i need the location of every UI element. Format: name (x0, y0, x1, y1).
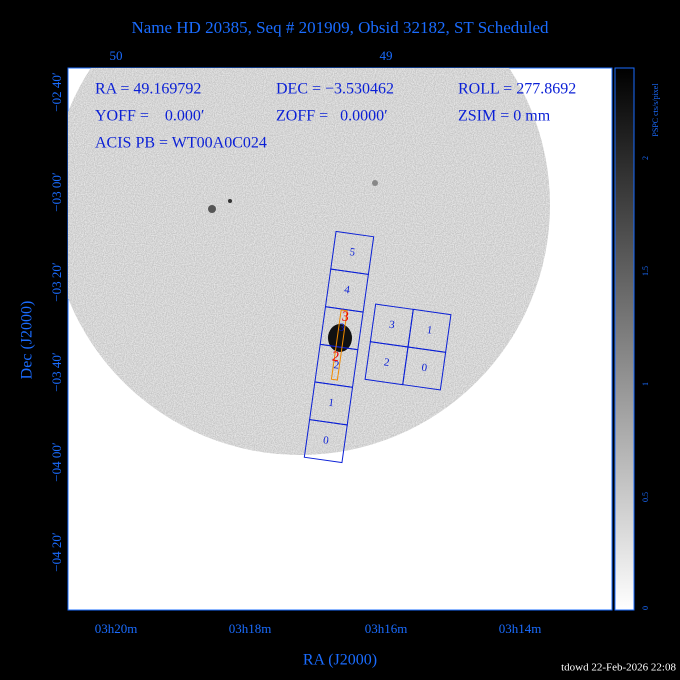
x-tick-label: 03h14m (499, 621, 542, 636)
sky-image (68, 68, 550, 455)
info-text: ROLL = 277.8692 (458, 81, 576, 98)
x-tick-label: 03h20m (95, 621, 138, 636)
colorbar-tick-label: 2 (641, 156, 650, 160)
acis-array: 3 1 2 0 (364, 303, 452, 391)
chip (303, 419, 348, 464)
chip-label: 3 (388, 319, 396, 332)
source (208, 205, 216, 213)
info-text: RA = 49.169792 (95, 81, 201, 98)
colorbar-tick-label: 0 (641, 606, 650, 610)
top-tick-label: 50 (110, 48, 123, 63)
info-text: ZOFF = 0.0000′ (276, 108, 388, 125)
y-tick-label: −02 40′ (49, 72, 64, 112)
colorbar-title: PSPC cts/s/pixel (651, 83, 660, 137)
acis-strip: 5 4 3 2 1 0 3 2 (303, 230, 375, 464)
chip-label: 0 (421, 362, 429, 375)
colorbar (614, 67, 635, 611)
subarray (330, 309, 348, 381)
chip (402, 346, 447, 391)
source (372, 180, 378, 186)
chip-label: 3 (338, 321, 346, 334)
y-tick-label: −03 40′ (49, 352, 64, 392)
title: Name HD 20385, Seq # 201909, Obsid 32182… (131, 18, 549, 37)
info-text: DEC = −3.530462 (276, 81, 394, 98)
highlight-label: 3 (341, 309, 350, 325)
info-text: ZSIM = 0 mm (458, 108, 551, 125)
chip-label: 1 (426, 324, 433, 337)
colorbar-tick-label: 1.5 (641, 266, 650, 276)
chip-label: 4 (343, 284, 351, 297)
sky-noise (68, 68, 550, 455)
highlight-label: 2 (331, 349, 340, 365)
chip-label: 0 (322, 434, 330, 447)
y-tick-label: −03 00′ (49, 172, 64, 212)
top-tick-label: 49 (380, 48, 393, 63)
y-tick-label: −03 20′ (49, 262, 64, 302)
target-source (328, 324, 352, 352)
x-tick-label: 03h18m (229, 621, 272, 636)
colorbar-labels: 2 1.5 1 0.5 0 PSPC cts/s/pixel (641, 83, 660, 610)
chip-label: 2 (383, 356, 390, 369)
chip-label: 2 (333, 359, 340, 372)
colorbar-tick-label: 1 (641, 382, 650, 386)
left-axis: −02 40′ −03 00′ −03 20′ −03 40′ −04 00′ … (49, 72, 64, 572)
info-text: ACIS PB = WT00A0C024 (95, 135, 267, 152)
y-tick-label: −04 00′ (49, 442, 64, 482)
footer: tdowd 22-Feb-2026 22:08 (561, 662, 676, 674)
chip-label: 1 (328, 397, 335, 410)
y-axis-title: Dec (J2000) (19, 301, 36, 380)
x-tick-label: 03h16m (365, 621, 408, 636)
y-tick-label: −04 20′ (49, 532, 64, 572)
info-text: YOFF = 0.000′ (95, 108, 204, 125)
chip-label: 5 (349, 246, 357, 259)
colorbar-tick-label: 0.5 (641, 492, 650, 502)
x-axis-title: RA (J2000) (303, 652, 377, 669)
source (228, 199, 232, 203)
